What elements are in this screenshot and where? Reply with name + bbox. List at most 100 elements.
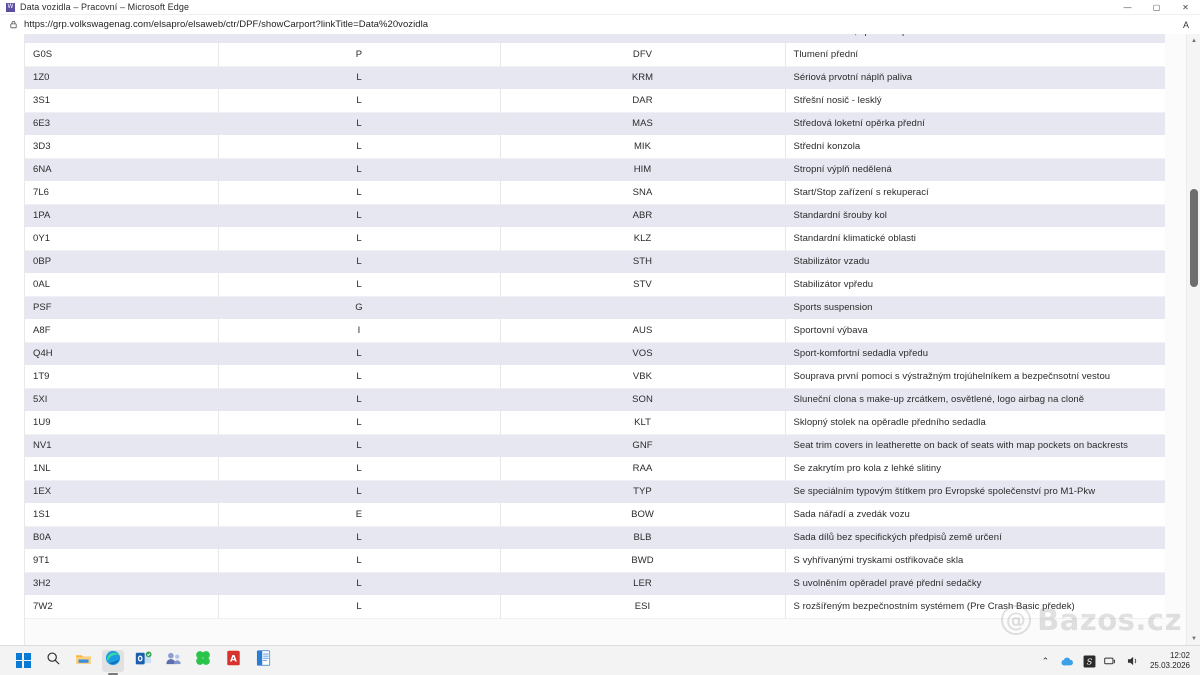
cell-abbr: STV (500, 273, 786, 297)
cell-code: B0A (25, 526, 219, 549)
minimize-button[interactable]: — (1123, 3, 1132, 12)
cell-abbr: TYP (500, 480, 786, 503)
clock-time: 12:02 (1169, 651, 1190, 660)
cell-description: Se speciálním typovým štítkem pro Evrops… (793, 486, 1096, 498)
cell-code: 6E3 (25, 112, 219, 135)
cell-abbr: ESI (500, 595, 786, 619)
cell-code: 0Y1 (25, 227, 219, 251)
table-row: 1U9 L KLT Sklopný stolek na opěradle přední… (25, 411, 1165, 435)
cell-description: Sport-komfortní sedadla vpředu (793, 348, 929, 360)
acrobat-button[interactable]: A (222, 650, 244, 672)
cell-flag: L (218, 250, 501, 273)
cell-description: Stabilizátor vpředu (785, 273, 1165, 297)
cell-abbr: BLB (500, 526, 786, 549)
cell-code: 7W2 (25, 595, 219, 619)
cell-code: A8F (25, 319, 219, 343)
cell-description: Start/Stop zařízení s rekuperací (785, 181, 1165, 205)
outlook-button[interactable] (132, 650, 154, 672)
cell-flag: L (218, 595, 501, 619)
cell-description: Stabilizátor vzadu (793, 256, 870, 268)
cell-flag: L (218, 135, 501, 159)
cell-abbr: RAA (500, 457, 786, 481)
cell-code: 1PA (25, 204, 219, 227)
cell-description: S uvolněním opěradel pravé přední sedačk… (793, 578, 982, 590)
windows-logo-icon (15, 653, 31, 668)
cell-abbr: HIM (500, 158, 786, 181)
cell-description: Seat trim covers in leatherette on back … (793, 440, 1128, 452)
url-text: https://grp.volkswagenag.com/elsapro/els… (24, 19, 429, 30)
cell-code: 1T9 (25, 365, 219, 389)
read-aloud-icon[interactable]: A (1182, 19, 1189, 30)
table-row: 1PA L ABR Standardní šrouby kol (25, 204, 1165, 227)
cell-abbr: AUS (500, 319, 786, 343)
cell-abbr: MIK (500, 135, 786, 159)
cell-abbr: ABR (500, 204, 786, 227)
cell-flag: L (218, 89, 501, 113)
clock[interactable]: 12:02 25.03.2026 (1150, 651, 1190, 671)
cell-code: 0AL (25, 273, 219, 297)
table-row: 3H2 L LER S uvolněním opěradel pravé přední… (25, 572, 1165, 595)
cell-abbr: BOW (500, 503, 786, 527)
clock-date: 25.03.2026 (1149, 661, 1190, 670)
network-icon[interactable] (1104, 654, 1119, 669)
lock-icon (8, 20, 18, 30)
table-row: 7W2 L ESI S rozšířeným bezpečnostním systém… (25, 595, 1165, 619)
vertical-scrollbar[interactable]: ▲ ▼ (1186, 34, 1200, 645)
cell-abbr: BWD (500, 549, 786, 573)
table-row: 5XI L SON Sluneční clona s make-up zrcátkem… (25, 388, 1165, 411)
cell-flag: L (218, 457, 501, 481)
cell-code: 1S1 (25, 503, 219, 527)
title-bar: W Data vozidla – Pracovní – Microsoft Ed… (0, 0, 1200, 15)
cell-description: S vyhřívanými tryskami ostřikovače skla (785, 549, 1165, 573)
scrollbar-thumb[interactable] (1190, 189, 1198, 287)
file-explorer-button[interactable] (72, 650, 94, 672)
teams-button[interactable] (162, 650, 184, 672)
cell-description: Stropní výplň nedělená (793, 164, 892, 176)
cell-abbr: DFV (500, 43, 786, 67)
cell-abbr: DAR (500, 89, 786, 113)
search-button[interactable] (42, 650, 64, 672)
volume-icon[interactable] (1126, 654, 1141, 669)
cell-description: Sportovní výbava (785, 319, 1165, 343)
edge-button[interactable] (102, 649, 124, 675)
skype-icon[interactable]: S (1082, 654, 1097, 669)
cell-description: Sada nářadí a zvedák vozu (785, 503, 1165, 527)
cell-code: Q4H (25, 342, 219, 365)
cell-abbr: VBK (500, 365, 786, 389)
table-row: B0A L BLB Sada dílů bez specifických předpi… (25, 526, 1165, 549)
excel-button[interactable] (192, 650, 214, 672)
cell-abbr: KLZ (500, 227, 786, 251)
folder-icon (75, 651, 92, 671)
cell-abbr: KRM (500, 66, 786, 89)
close-button[interactable]: ✕ (1182, 3, 1189, 12)
word-button[interactable] (252, 650, 274, 672)
cell-code: 3D3 (25, 135, 219, 159)
cell-abbr: DFH (500, 34, 786, 43)
table-row: 1JCPDFHTlumení zadní, sportovní proveden… (25, 34, 1165, 43)
maximize-button[interactable]: ▢ (1152, 3, 1161, 12)
address-bar[interactable]: https://grp.volkswagenag.com/elsapro/els… (0, 15, 1200, 34)
tray-chevron-icon[interactable]: ⌃ (1041, 655, 1050, 666)
cell-flag: P (218, 43, 501, 67)
system-tray: ⌃ S (1038, 646, 1194, 675)
cell-description: Sada dílů bez specifických předpisů země… (793, 532, 1002, 544)
cell-code: 3H2 (25, 572, 219, 595)
cell-flag: L (218, 365, 501, 389)
table-row: 0Y1 L KLZ Standardní klimatické oblasti (25, 227, 1165, 251)
cell-code: 1NL (25, 457, 219, 481)
cell-abbr: GNF (500, 434, 786, 457)
table-row: A8F I AUS Sportovní výbava (25, 319, 1165, 343)
table-row: Q4H L VOS Sport-komfortní sedadla vpředu (25, 342, 1165, 365)
taskbar: A ⌃ (0, 645, 1200, 675)
taskbar-items: A (12, 649, 274, 675)
cell-code: 3S1 (25, 89, 219, 113)
word-icon (256, 650, 271, 671)
scroll-down-arrow[interactable]: ▼ (1191, 635, 1197, 642)
scroll-up-arrow[interactable]: ▲ (1191, 37, 1197, 44)
cell-description: Standardní šrouby kol (793, 210, 887, 222)
cell-flag: L (218, 572, 501, 595)
table-row: 0AL L STV Stabilizátor vpředu (25, 273, 1165, 297)
cloud-icon[interactable] (1060, 654, 1075, 669)
cell-description: Tlumení zadní, sportovní provedení (785, 34, 1165, 43)
start-button[interactable] (12, 650, 34, 672)
